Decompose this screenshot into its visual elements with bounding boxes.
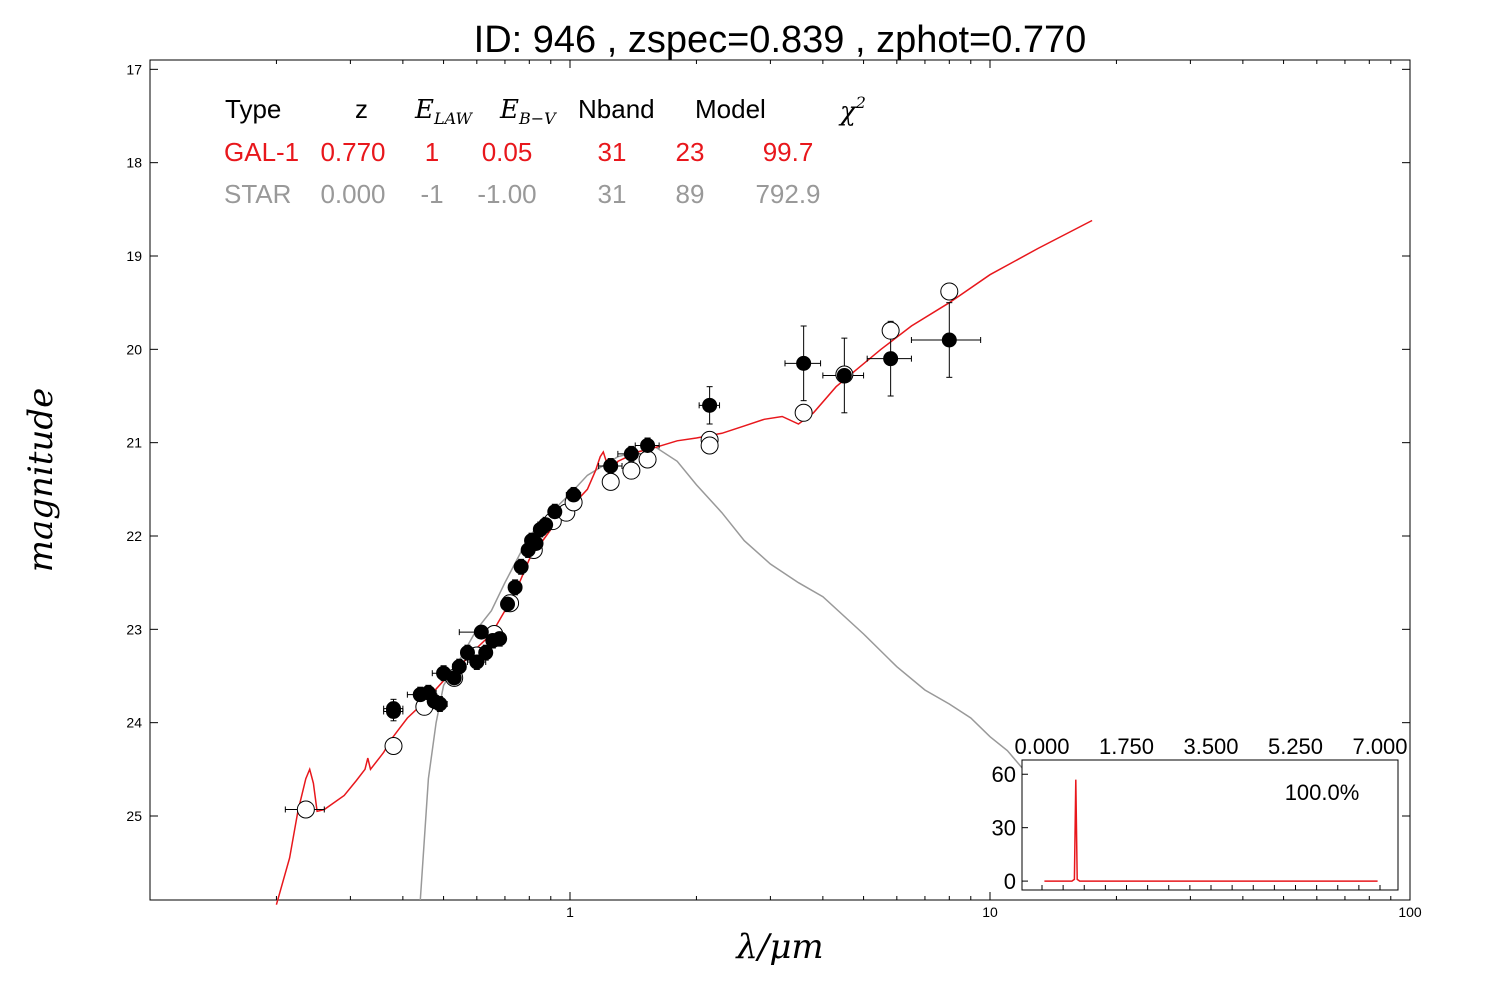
table-cell-type: STAR — [224, 179, 291, 209]
observed-magnitude-point — [941, 332, 957, 348]
model-curves — [275, 219, 1093, 905]
table-header-model: Model — [695, 94, 766, 124]
table-cell-elaw: 1 — [425, 137, 439, 167]
inset-y-tick-label: 60 — [992, 762, 1016, 787]
star-model-curve — [419, 446, 1024, 901]
y-tick-label: 20 — [126, 341, 142, 357]
y-tick-label: 19 — [126, 248, 142, 264]
x-tick-label: 1 — [566, 904, 574, 920]
table-cell-model: 23 — [676, 137, 705, 167]
observed-magnitude-point — [386, 703, 402, 719]
table-header-ebv: EB−V — [499, 95, 557, 128]
observed-magnitude-point — [640, 437, 656, 453]
observed-magnitude-point — [432, 696, 448, 712]
table-cell-chi2: 99.7 — [763, 137, 814, 167]
table-cell-model: 89 — [676, 179, 705, 209]
observed-magnitude-point — [623, 446, 639, 462]
observed-magnitude-point — [836, 367, 852, 383]
inset-percentage: 100.0% — [1285, 780, 1360, 805]
observed-magnitude-point — [469, 654, 485, 670]
model-magnitude-point — [700, 436, 719, 455]
table-cell-nband: 31 — [598, 137, 627, 167]
model-magnitude-point — [881, 321, 900, 340]
table-cell-ebv: 0.05 — [482, 137, 533, 167]
observed-magnitude-point — [451, 659, 467, 675]
y-tick-label: 22 — [126, 528, 142, 544]
y-tick-label: 18 — [126, 155, 142, 171]
table-cell-ebv: -1.00 — [477, 179, 536, 209]
observed-magnitude-point — [566, 487, 582, 503]
inset-x-tick-label: 3.500 — [1183, 734, 1238, 759]
galaxy-model-curve — [275, 219, 1093, 905]
chart-title: ID: 946 , zspec=0.839 , zphot=0.770 — [474, 19, 1087, 61]
plot-frame — [149, 59, 1411, 901]
model-magnitude-point — [638, 450, 657, 469]
model-magnitude-point — [794, 403, 813, 422]
photometry-points — [284, 282, 982, 819]
model-magnitude-point — [384, 737, 403, 755]
table-header-elaw: ELAW — [414, 95, 474, 128]
observed-magnitude-point — [473, 624, 489, 640]
table-cell-chi2: 792.9 — [755, 179, 820, 209]
y-axis-label: magnitude — [21, 388, 61, 573]
inset-frame — [1021, 759, 1399, 891]
observed-magnitude-point — [500, 596, 516, 612]
observed-magnitude-point — [507, 579, 523, 595]
y-tick-label: 21 — [126, 435, 142, 451]
pdf-inset: 0.000 1.750 3.500 5.250 7.000 60 30 0 100.0% — [992, 734, 1408, 894]
table-cell-z: 0.770 — [320, 137, 385, 167]
fit-table: Type z ELAW EB−V Nband Model χ2 GAL-1 0.7… — [224, 93, 866, 209]
table-cell-elaw: -1 — [420, 179, 443, 209]
inset-x-tick-label: 0.000 — [1014, 734, 1069, 759]
y-tick-label: 25 — [126, 808, 142, 824]
inset-y-tick-label: 0 — [1004, 869, 1016, 894]
observed-magnitude-point — [459, 645, 475, 661]
table-header-chi2: χ2 — [838, 93, 866, 127]
y-tick-label: 17 — [126, 61, 142, 77]
inset-x-tick-label: 1.750 — [1099, 734, 1154, 759]
x-axis-label: λ/μm — [734, 927, 823, 967]
model-magnitude-point — [622, 461, 641, 480]
inset-y-tick-label: 30 — [992, 816, 1016, 841]
observed-magnitude-point — [492, 631, 508, 647]
observed-magnitude-point — [603, 458, 619, 474]
observed-magnitude-point — [478, 645, 494, 661]
model-magnitude-point — [940, 282, 959, 301]
inset-x-tick-label: 5.250 — [1268, 734, 1323, 759]
observed-magnitude-point — [547, 504, 563, 520]
inset-x-tick-label: 7.000 — [1352, 734, 1407, 759]
x-axis-ticks: 1 10 100 — [149, 60, 1422, 920]
observed-magnitude-point — [538, 517, 554, 533]
x-tick-label: 100 — [1398, 904, 1422, 920]
y-axis-ticks: 17 18 19 20 21 22 23 24 25 — [126, 61, 1410, 824]
observed-magnitude-point — [796, 355, 812, 371]
table-header-z: z — [355, 94, 368, 124]
table-header-nband: Nband — [578, 94, 655, 124]
observed-magnitude-point — [528, 535, 544, 551]
observed-magnitude-point — [702, 397, 718, 413]
y-tick-label: 24 — [126, 715, 142, 731]
table-header-type: Type — [225, 94, 281, 124]
table-cell-type: GAL-1 — [224, 137, 299, 167]
table-cell-z: 0.000 — [320, 179, 385, 209]
inset-pdf-curve — [1044, 779, 1378, 882]
observed-magnitude-point — [883, 351, 899, 367]
y-tick-label: 23 — [126, 621, 142, 637]
model-magnitude-point — [601, 472, 620, 491]
observed-magnitude-point — [513, 559, 529, 575]
x-tick-label: 10 — [982, 904, 998, 920]
table-cell-nband: 31 — [598, 179, 627, 209]
model-magnitude-point — [296, 800, 315, 819]
